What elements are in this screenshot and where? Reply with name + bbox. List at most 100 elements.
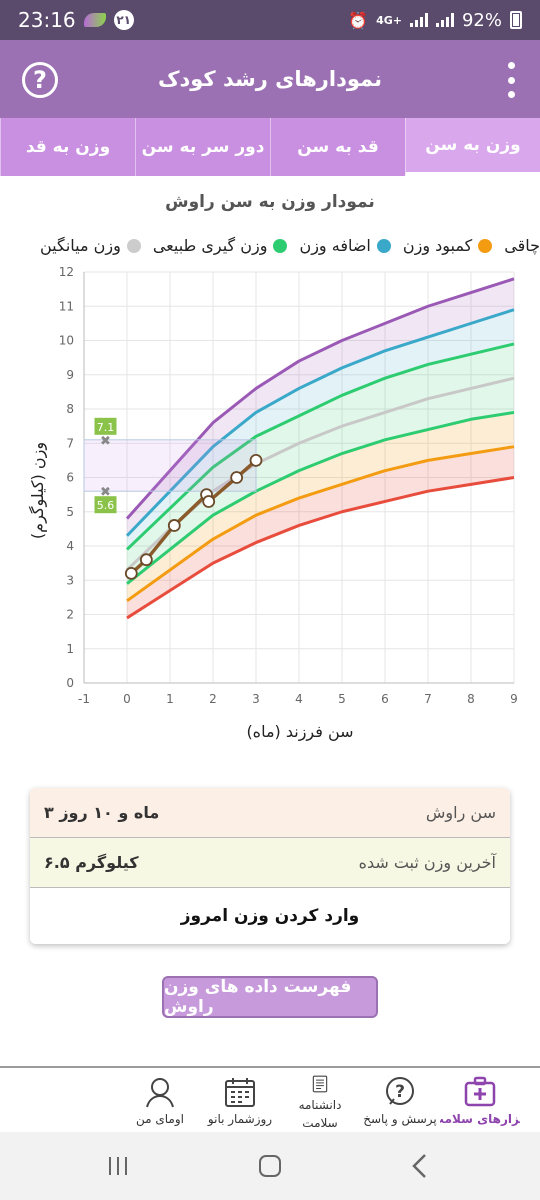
back-icon[interactable]	[400, 1150, 440, 1182]
y-tick-label: 3	[66, 573, 74, 587]
nav-label-encyclopedia: دانشنامه سلامت	[298, 1098, 342, 1130]
legend-item: وزن گیری طبیعی	[153, 236, 288, 255]
child-weight-point	[139, 553, 153, 567]
legend-dot-icon	[273, 238, 288, 253]
more-vertical-icon[interactable]	[506, 62, 516, 98]
growth-curve-overweight	[125, 308, 515, 537]
target-range-box	[83, 439, 257, 492]
legend-item: اضافه وزن	[299, 236, 391, 255]
range-label-bg	[94, 417, 117, 435]
encyclopedia-icon	[312, 1075, 328, 1093]
enter-weight-button[interactable]: وارد کردن وزن امروز	[30, 888, 510, 944]
x-tick-label: 7	[424, 692, 432, 706]
bottom-nav: ابزارهای سلامت ? پرسش و پاسخ دانشنامه سل…	[0, 1066, 540, 1132]
y-tick-label: 12	[59, 265, 74, 279]
growth-band	[127, 446, 514, 618]
growth-band	[127, 378, 514, 584]
x-tick-label: 4	[295, 692, 303, 706]
age-row: ۳ ماه و ۱۰ روز سن راوش	[30, 788, 510, 838]
y-tick-label: 5	[66, 505, 74, 519]
weight-list-button[interactable]: فهرست داده های وزن راوش	[162, 976, 378, 1018]
home-icon[interactable]	[250, 1150, 290, 1182]
legend-label: وزن گیری طبیعی	[152, 236, 268, 255]
tab-head-circumference[interactable]: دور سر به سن	[135, 118, 270, 176]
y-tick-label: 10	[59, 334, 74, 348]
chart-legend: چاقی کمبود وزن اضافه وزن وزن گیری طبیعی وزن …	[0, 236, 540, 266]
y-tick-label: 7	[66, 436, 74, 450]
tab-height-for-age[interactable]: قد به سن	[270, 118, 405, 176]
nav-questions[interactable]: ? پرسش و پاسخ	[360, 1068, 440, 1132]
y-tick-label: 1	[66, 642, 74, 656]
x-tick-label: 0	[123, 692, 131, 706]
age-label: سن راوش	[425, 803, 496, 822]
x-tick-label: 1	[166, 692, 174, 706]
x-axis-title: سن فرزند (ماه)	[246, 722, 354, 741]
notification-count-badge: ۲۱	[113, 10, 134, 30]
nav-encyclopedia[interactable]: دانشنامه سلامت	[280, 1068, 360, 1132]
x-tick-label: 9	[510, 692, 518, 706]
child-weight-point	[230, 471, 244, 484]
tab-weight-for-height[interactable]: وزن به قد	[0, 118, 135, 176]
child-weight-point	[202, 495, 216, 508]
page-title: نمودارهای رشد کودک	[157, 67, 383, 91]
svg-text:?: ?	[395, 1082, 405, 1102]
profile-icon	[146, 1078, 174, 1108]
nav-health-tools[interactable]: ابزارهای سلامت	[440, 1068, 520, 1132]
y-tick-label: 0	[66, 676, 74, 690]
y-tick-label: 2	[66, 608, 74, 622]
growth-band	[127, 412, 514, 601]
signal-icon-1	[409, 13, 428, 27]
y-tick-label: 6	[66, 471, 74, 485]
calendar-icon	[225, 1078, 255, 1107]
x-tick-label: 5	[338, 692, 346, 706]
nav-label-calendar: روزشمار بانو	[207, 1112, 273, 1126]
question-bubble-icon: ?	[386, 1077, 414, 1105]
child-weight-point	[167, 519, 181, 532]
tab-weight-for-age[interactable]: وزن به سن	[405, 118, 540, 176]
range-label-lower: 5.6	[97, 499, 115, 512]
growth-curve-normal	[125, 342, 515, 551]
medical-kit-icon	[464, 1076, 496, 1107]
legend-dot-icon	[126, 238, 141, 253]
child-weight-point	[124, 566, 138, 580]
legend-dot-icon	[376, 238, 391, 253]
growth-band	[127, 343, 514, 570]
recent-apps-icon[interactable]	[98, 1150, 138, 1182]
growth-band	[127, 278, 514, 536]
legend-item: چاقی	[504, 236, 540, 255]
y-tick-label: 9	[66, 368, 74, 382]
legend-label: چاقی	[504, 236, 540, 255]
legend-item: کمبود وزن	[403, 236, 493, 255]
growth-band	[127, 309, 514, 550]
range-marker-upper-icon: ✖	[100, 434, 111, 449]
weight-value: ۶.۵ کیلوگرم	[44, 853, 139, 872]
legend-label: اضافه وزن	[299, 236, 371, 255]
battery-icon	[510, 11, 522, 29]
weight-label: آخرین وزن ثبت شده	[358, 853, 496, 872]
network-type: 4G+	[376, 13, 402, 27]
child-weight-point	[249, 453, 263, 467]
x-tick-label: 3	[252, 692, 260, 706]
legend-item: وزن میانگین	[40, 236, 141, 255]
system-nav-bar	[0, 1132, 540, 1200]
alarm-icon: ⏰	[348, 10, 369, 30]
chart-title: نمودار وزن به سن راوش	[165, 192, 375, 212]
growth-curve-underweight-upper	[126, 410, 515, 585]
nav-label-questions: پرسش و پاسخ	[363, 1112, 437, 1126]
status-time: 23:16	[18, 8, 76, 32]
y-tick-label: 4	[66, 539, 74, 553]
signal-icon-2	[435, 13, 454, 27]
help-icon[interactable]: ?	[22, 62, 58, 98]
legend-items: چاقی کمبود وزن اضافه وزن وزن گیری طبیعی وزن …	[40, 236, 540, 255]
range-marker-lower-icon: ✖	[100, 485, 111, 500]
status-bar: 23:16 ۲۱ ⏰ 4G+ 92%	[0, 0, 540, 40]
info-card: ۳ ماه و ۱۰ روز سن راوش ۶.۵ کیلوگرم آخرین…	[30, 788, 510, 944]
nav-profile[interactable]: اومای من	[120, 1068, 200, 1132]
growth-curve-severe	[126, 476, 515, 620]
x-tick-label: 8	[467, 692, 475, 706]
battery-level: 92%	[461, 9, 502, 31]
x-tick-label: -1	[78, 692, 90, 706]
nav-calendar[interactable]: روزشمار بانو	[200, 1068, 280, 1132]
nav-label-health-tools: ابزارهای سلامت	[440, 1112, 520, 1126]
